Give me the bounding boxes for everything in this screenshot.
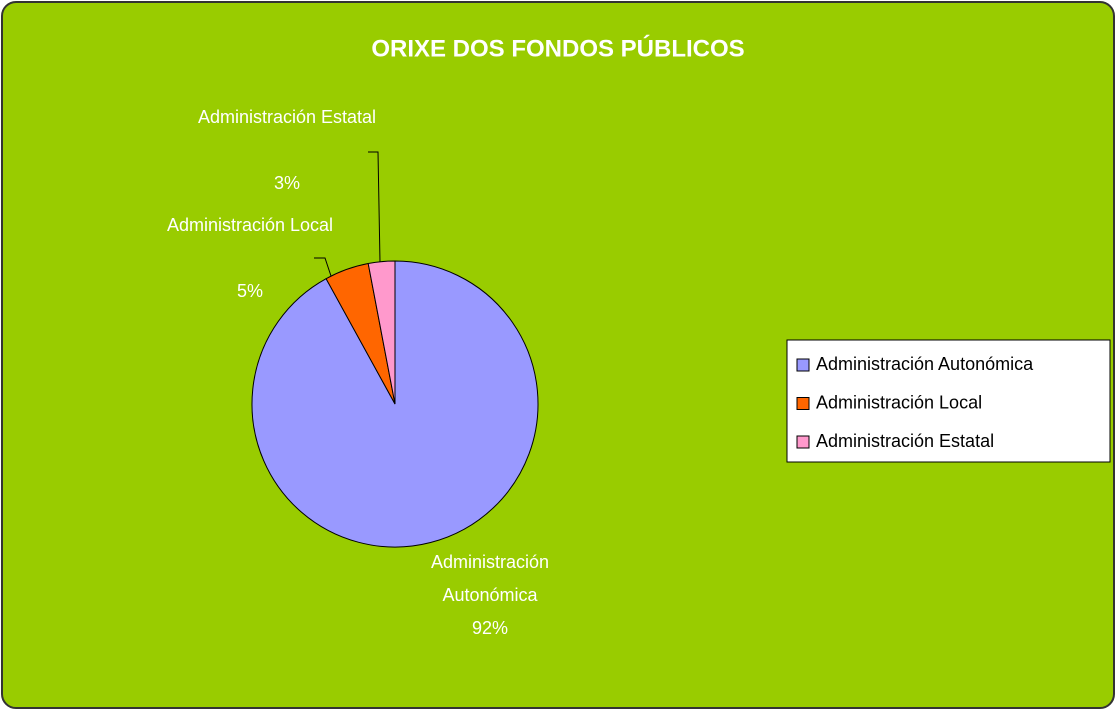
legend-label: Administración Autonómica: [816, 354, 1034, 374]
data-label-value: 92%: [471, 618, 509, 638]
legend-box: [786, 339, 1111, 463]
legend-swatch: [796, 397, 810, 410]
data-label-name: Administración Autonómica: [430, 552, 550, 605]
legend-label: Administración Estatal: [816, 431, 994, 451]
pie-slice: [367, 260, 396, 405]
data-label-value: 3%: [273, 173, 300, 193]
data-label-value: 5%: [236, 281, 263, 301]
legend-swatch: [796, 358, 810, 372]
data-label-name: Administración Estatal: [197, 107, 377, 127]
legend-label: Administración Local: [816, 392, 982, 412]
legend-swatch: [796, 435, 810, 449]
data-label-name: Administración Local: [166, 215, 334, 235]
chart-title: ORIXE DOS FONDOS PÚBLICOS: [371, 34, 744, 62]
leader-line: [314, 257, 332, 277]
leader-line: [368, 151, 381, 263]
